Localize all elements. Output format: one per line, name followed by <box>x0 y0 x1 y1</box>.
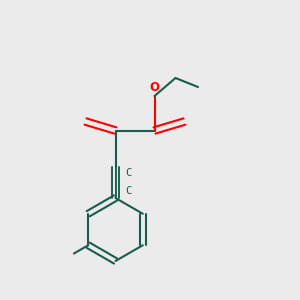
Text: O: O <box>149 82 160 94</box>
Text: C: C <box>125 168 131 178</box>
Text: C: C <box>125 186 131 197</box>
